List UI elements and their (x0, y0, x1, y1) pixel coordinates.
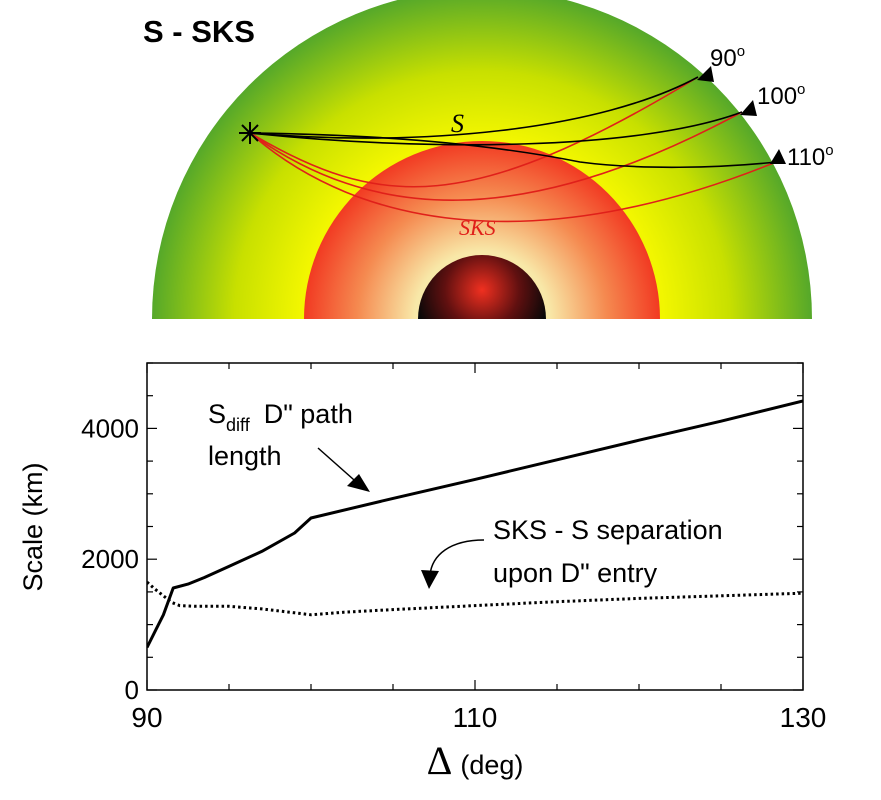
x-tick-label: 110 (453, 702, 498, 733)
receiver-label-100: 100o (757, 81, 805, 110)
sks-ray-110 (249, 132, 777, 223)
s-rays (249, 76, 777, 169)
x-tick-label: 90 (131, 702, 162, 733)
separation-arrow-icon (421, 539, 485, 589)
axis-tick-labels: 90 110 130 0 2000 4000 (81, 413, 826, 733)
receiver-label-90: 90o (710, 43, 745, 72)
y-axis-label: Scale (km) (18, 462, 48, 591)
sks-s-separation-line (147, 580, 803, 617)
sks-phase-label: SKS (459, 215, 496, 240)
sks-ray-90 (249, 76, 699, 188)
s-phase-label: S (451, 109, 464, 138)
sdiff-annotation-line1: Sdiff D" path (208, 399, 353, 435)
s-ray-100 (249, 111, 743, 146)
y-tick-label: 2000 (81, 544, 139, 574)
inner-core-half-disk (418, 255, 546, 319)
scale-chart: 90 110 130 0 2000 4000 Sdiff D" path length SK… (18, 362, 826, 783)
axis-ticks (146, 362, 804, 691)
sdiff-arrow-icon (317, 447, 370, 492)
series-layer (147, 399, 803, 649)
receiver-100-icon (740, 100, 757, 116)
s-ray-110 (249, 132, 777, 169)
separation-annotation-line2: upon D" entry (493, 558, 658, 588)
receiver-label-110: 110o (787, 142, 834, 171)
receiver-90-icon (697, 66, 714, 82)
sks-rays (249, 76, 777, 223)
sdiff-annotation-line2: length (208, 441, 282, 471)
receiver-110-icon (770, 149, 786, 164)
x-tick-label: 130 (780, 702, 827, 733)
earthquake-source-icon (239, 122, 261, 144)
x-axis-label: Δ (deg) (427, 738, 524, 783)
earth-cross-section: S - SKS S SKS 90o 100o 110o (143, 0, 834, 319)
y-tick-label: 4000 (81, 413, 139, 443)
separation-annotation-line1: SKS - S separation (493, 515, 723, 545)
s-ray-90 (249, 76, 699, 139)
diagram-title: S - SKS (143, 14, 255, 49)
sks-ray-100 (249, 111, 743, 201)
y-tick-label: 0 (125, 675, 139, 705)
